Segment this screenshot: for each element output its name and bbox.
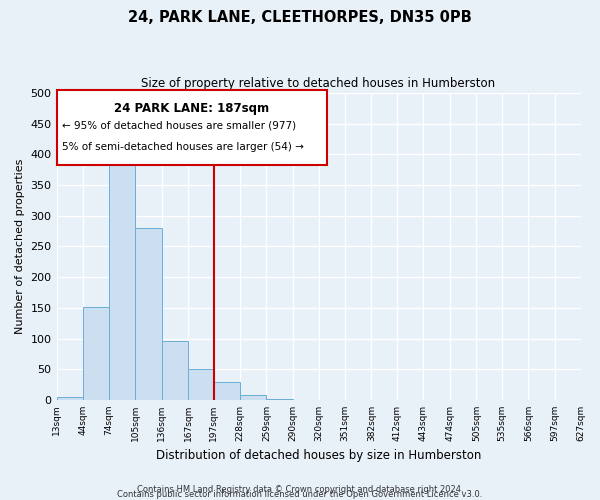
Bar bbox=[266, 398, 293, 400]
Bar bbox=[214, 382, 240, 400]
Bar bbox=[240, 395, 266, 400]
Bar bbox=[188, 369, 214, 400]
Bar bbox=[83, 306, 109, 400]
Text: ← 95% of detached houses are smaller (977): ← 95% of detached houses are smaller (97… bbox=[62, 120, 296, 130]
Text: Contains public sector information licensed under the Open Government Licence v3: Contains public sector information licen… bbox=[118, 490, 482, 499]
Text: 5% of semi-detached houses are larger (54) →: 5% of semi-detached houses are larger (5… bbox=[62, 142, 304, 152]
Text: 24, PARK LANE, CLEETHORPES, DN35 0PB: 24, PARK LANE, CLEETHORPES, DN35 0PB bbox=[128, 10, 472, 25]
Bar bbox=[56, 397, 83, 400]
Bar bbox=[109, 142, 135, 400]
Y-axis label: Number of detached properties: Number of detached properties bbox=[15, 159, 25, 334]
Bar bbox=[135, 228, 161, 400]
Text: Contains HM Land Registry data © Crown copyright and database right 2024.: Contains HM Land Registry data © Crown c… bbox=[137, 484, 463, 494]
Bar bbox=[161, 341, 188, 400]
X-axis label: Distribution of detached houses by size in Humberston: Distribution of detached houses by size … bbox=[156, 450, 481, 462]
Title: Size of property relative to detached houses in Humberston: Size of property relative to detached ho… bbox=[142, 78, 496, 90]
FancyBboxPatch shape bbox=[56, 90, 327, 166]
Text: 24 PARK LANE: 187sqm: 24 PARK LANE: 187sqm bbox=[114, 102, 269, 116]
